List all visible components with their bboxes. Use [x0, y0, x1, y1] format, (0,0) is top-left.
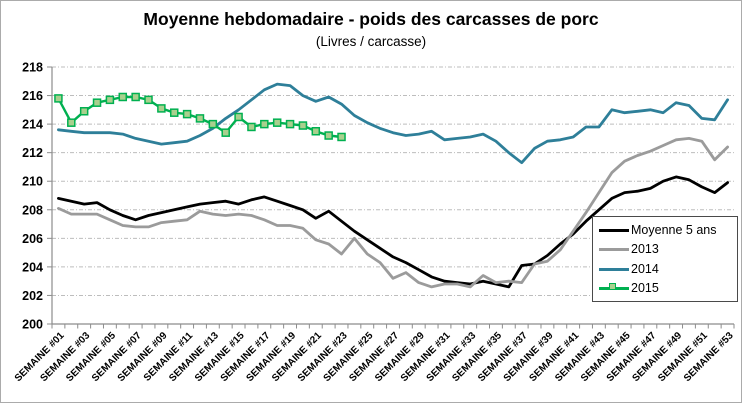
y-tick-label: 210 [22, 175, 43, 189]
legend-line-sample [599, 226, 629, 234]
chart-subtitle: (Livres / carcasse) [315, 34, 427, 49]
y-axis-labels: 200 202 204 206 208 210 212 214 216 218 [22, 61, 43, 332]
series-line [57, 136, 729, 289]
legend-label: 2013 [631, 242, 659, 257]
y-tick-label: 208 [22, 203, 43, 217]
series-marker [118, 92, 128, 102]
series-marker [157, 104, 166, 113]
y-tick-label: 216 [22, 89, 43, 103]
series-marker [131, 92, 140, 102]
legend-label: 2014 [631, 261, 659, 276]
series-marker [79, 107, 89, 116]
series-marker [234, 112, 243, 122]
series-marker [311, 127, 321, 136]
series-marker [67, 118, 76, 127]
legend-marker-square [609, 283, 616, 291]
legend-label: 2015 [631, 281, 659, 296]
series-2014 [57, 82, 729, 165]
y-tick-label: 218 [22, 61, 43, 75]
legend: Moyenne 5 ans 2013 2014 2015 [592, 216, 738, 302]
series-marker [92, 98, 102, 107]
series-marker [182, 109, 192, 119]
series-line [57, 82, 729, 165]
series-marker [221, 128, 230, 137]
series-marker [54, 94, 63, 103]
legend-item-2013: 2013 [599, 242, 731, 256]
series-marker [144, 95, 153, 105]
series-marker [285, 119, 295, 129]
series-marker [324, 131, 333, 140]
series-2015 [54, 92, 346, 142]
series-marker [195, 114, 205, 123]
y-tick-label: 214 [22, 118, 43, 132]
series-moyenne-5-ans [57, 175, 729, 289]
legend-item-moyenne-5-ans: Moyenne 5 ans [599, 223, 731, 237]
series-marker [298, 121, 308, 130]
series-marker [169, 108, 179, 117]
series-2013 [57, 136, 729, 289]
y-tick-label: 202 [22, 289, 43, 303]
y-tick-label: 200 [22, 318, 43, 332]
legend-line-sample [599, 265, 629, 273]
legend-label: Moyenne 5 ans [631, 222, 717, 237]
chart-title: Moyenne hebdomadaire - poids des carcass… [143, 9, 599, 29]
y-tick-label: 212 [22, 146, 43, 160]
y-tick-label: 204 [22, 260, 43, 274]
legend-line-sample [599, 245, 629, 253]
series-marker [260, 119, 269, 129]
axes [47, 66, 735, 329]
legend-item-2015: 2015 [599, 281, 731, 295]
series-marker [337, 132, 346, 142]
series-marker [272, 118, 282, 127]
y-tick-label: 206 [22, 232, 43, 246]
series-marker [105, 95, 115, 105]
series-marker [247, 122, 256, 132]
series-marker [208, 119, 218, 129]
legend-item-2014: 2014 [599, 262, 731, 276]
legend-line-sample [599, 283, 629, 292]
series-line [57, 175, 729, 289]
